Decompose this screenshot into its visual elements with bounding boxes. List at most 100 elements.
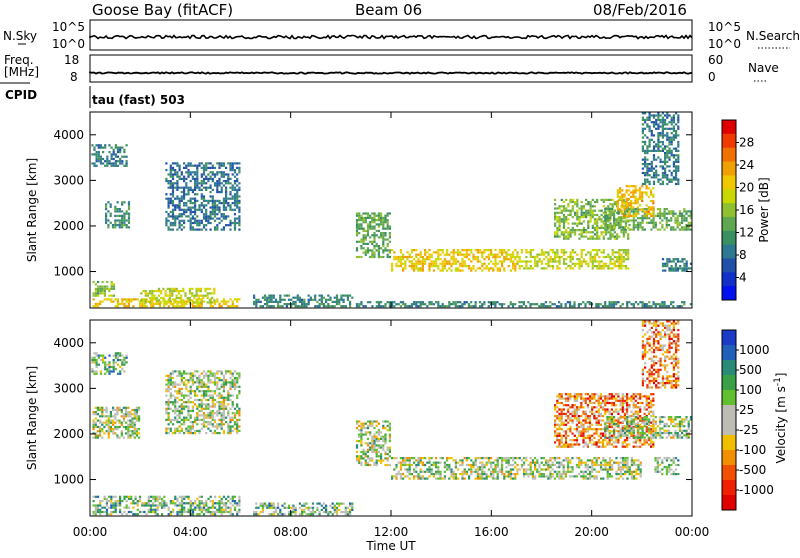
- heatmap-cell: [468, 303, 470, 305]
- heatmap-cell: [574, 233, 576, 235]
- heatmap-cell: [338, 509, 340, 511]
- heatmap-cell: [479, 267, 481, 269]
- heatmap-cell: [238, 392, 240, 394]
- heatmap-cell: [534, 260, 536, 262]
- heatmap-cell: [668, 114, 670, 116]
- heatmap-cell: [115, 144, 117, 146]
- heatmap-cell: [205, 204, 207, 206]
- heatmap-cell: [277, 507, 279, 509]
- heatmap-cell: [675, 176, 677, 178]
- heatmap-cell: [96, 165, 98, 167]
- colorbar-tick-label: 12: [739, 226, 754, 240]
- heatmap-cell: [264, 297, 266, 299]
- heatmap-cell: [119, 210, 121, 212]
- heatmap-cell: [273, 505, 275, 507]
- heatmap-cell: [198, 301, 200, 303]
- heatmap-cell: [563, 216, 565, 218]
- heatmap-cell: [628, 219, 630, 221]
- heatmap-cell: [369, 449, 371, 451]
- heatmap-cell: [624, 217, 626, 219]
- heatmap-cell: [183, 191, 185, 193]
- heatmap-cell: [369, 223, 371, 225]
- heatmap-cell: [121, 409, 123, 411]
- heatmap-cell: [400, 457, 402, 459]
- heatmap-cell: [554, 251, 556, 253]
- heatmap-cell: [400, 478, 402, 480]
- heatmap-cell: [404, 468, 406, 470]
- heatmap-cell: [605, 256, 607, 258]
- heatmap-cell: [216, 180, 218, 182]
- heatmap-cell: [123, 415, 125, 417]
- heatmap-cell: [121, 203, 123, 205]
- heatmap-cell: [668, 219, 670, 221]
- heatmap-cell: [99, 430, 101, 432]
- heatmap-cell: [266, 303, 268, 305]
- heatmap-cell: [157, 513, 159, 515]
- heatmap-cell: [479, 301, 481, 303]
- heatmap-cell: [422, 265, 424, 267]
- heatmap-cell: [360, 455, 362, 457]
- heatmap-cell: [581, 207, 583, 209]
- heatmap-cell: [157, 500, 159, 502]
- heatmap-cell: [609, 208, 611, 210]
- heatmap-cell: [223, 504, 225, 506]
- heatmap-cell: [169, 301, 171, 303]
- heatmap-cell: [666, 156, 668, 158]
- heatmap-cell: [565, 267, 567, 269]
- heatmap-cell: [221, 173, 223, 175]
- heatmap-cell: [183, 401, 185, 403]
- heatmap-cell: [196, 423, 198, 425]
- heatmap-cell: [607, 254, 609, 256]
- heatmap-cell: [194, 381, 196, 383]
- heatmap-cell: [666, 260, 668, 262]
- heatmap-cell: [218, 303, 220, 305]
- heatmap-cell: [605, 265, 607, 267]
- heatmap-cell: [601, 220, 603, 222]
- heatmap-cell: [168, 198, 170, 200]
- heatmap-cell: [201, 419, 203, 421]
- heatmap-cell: [201, 379, 203, 381]
- heatmap-cell: [563, 210, 565, 212]
- heatmap-cell: [617, 200, 619, 202]
- heatmap-cell: [554, 260, 556, 262]
- heatmap-cell: [232, 417, 234, 419]
- heatmap-cell: [119, 509, 121, 511]
- heatmap-cell: [559, 260, 561, 262]
- heatmap-cell: [646, 217, 648, 219]
- heatmap-cell: [214, 207, 216, 209]
- heatmap-cell: [446, 270, 448, 272]
- heatmap-cell: [387, 420, 389, 422]
- heatmap-cell: [371, 438, 373, 440]
- heatmap-cell: [556, 260, 558, 262]
- heatmap-cell: [143, 305, 145, 307]
- heatmap-cell: [214, 213, 216, 215]
- heatmap-cell: [179, 375, 181, 377]
- heatmap-cell: [183, 421, 185, 423]
- heatmap-cell: [284, 513, 286, 515]
- heatmap-cell: [308, 303, 310, 305]
- heatmap-cell: [420, 251, 422, 253]
- heatmap-cell: [607, 256, 609, 258]
- heatmap-cell: [93, 357, 95, 359]
- heatmap-cell: [113, 153, 115, 155]
- heatmap-cell: [192, 176, 194, 178]
- heatmap-cell: [578, 229, 580, 231]
- heatmap-cell: [225, 301, 227, 303]
- heatmap-cell: [214, 430, 216, 432]
- heatmap-cell: [203, 392, 205, 394]
- heatmap-cell: [207, 412, 209, 414]
- heatmap-cell: [677, 168, 679, 170]
- heatmap-cell: [196, 222, 198, 224]
- heatmap-cell: [664, 121, 666, 123]
- heatmap-cell: [468, 305, 470, 307]
- heatmap-cell: [439, 457, 441, 459]
- heatmap-cell: [563, 236, 565, 238]
- heatmap-cell: [659, 210, 661, 212]
- heatmap-cell: [176, 430, 178, 432]
- heatmap-cell: [620, 224, 622, 226]
- heatmap-cell: [229, 222, 231, 224]
- heatmap-cell: [677, 161, 679, 163]
- heatmap-cell: [340, 299, 342, 301]
- heatmap-cell: [102, 281, 104, 283]
- heatmap-cell: [108, 355, 110, 357]
